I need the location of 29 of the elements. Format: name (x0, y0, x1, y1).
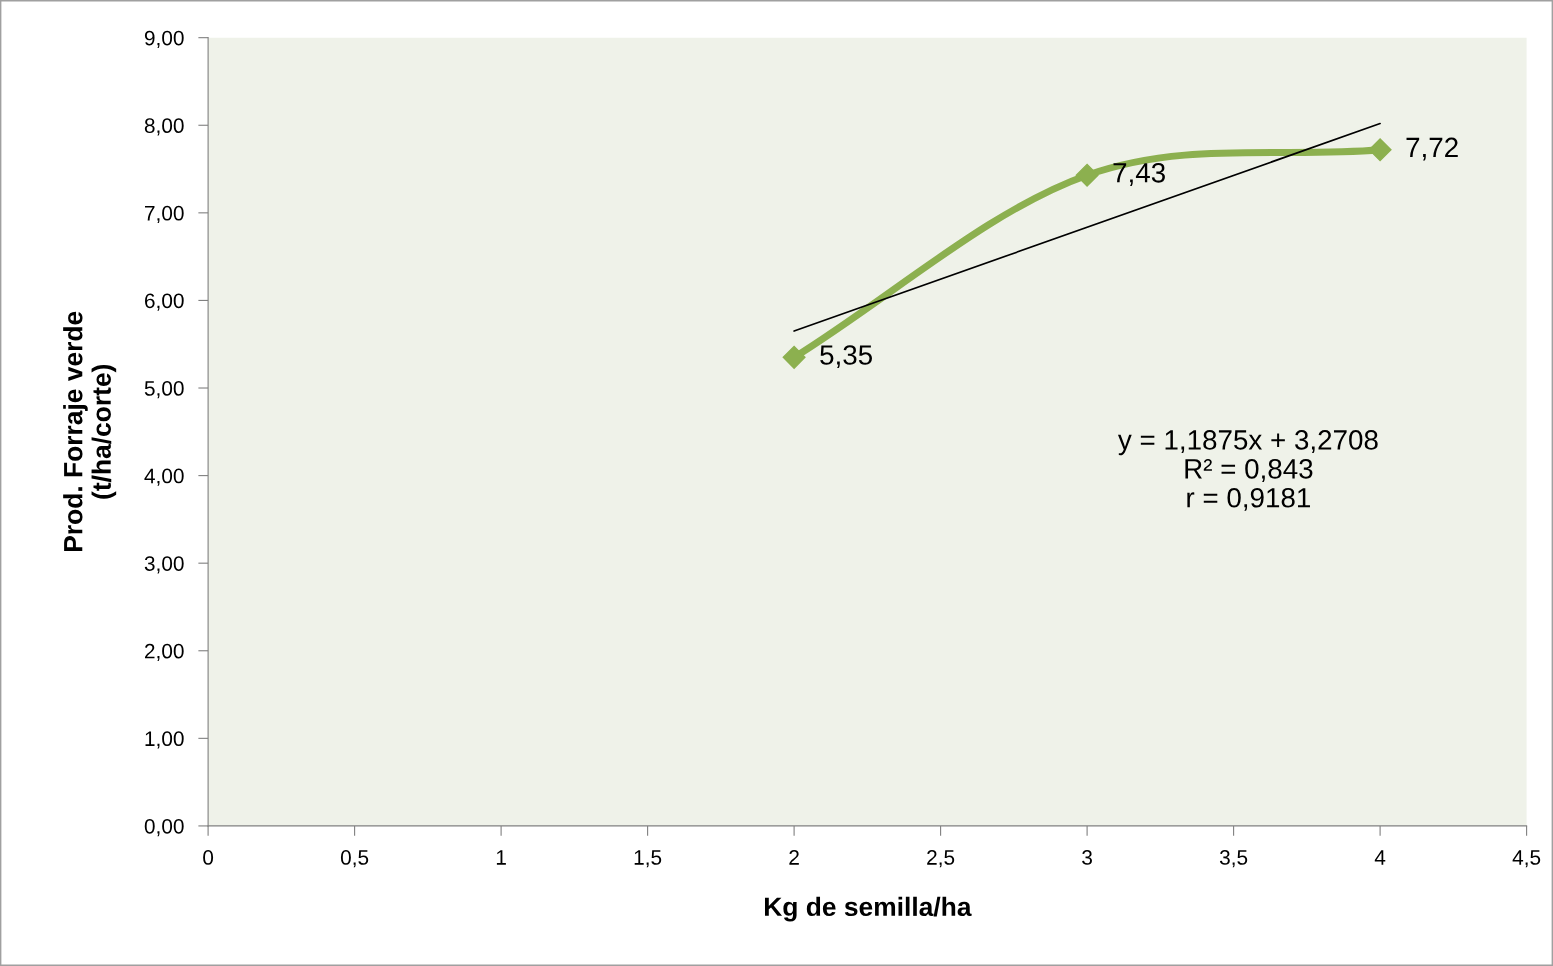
x-tick-label: 4,5 (1512, 850, 1541, 868)
x-tick-label: 2 (789, 850, 799, 865)
data-label: 7,72 (1406, 137, 1458, 161)
x-tick-label: 1,5 (634, 850, 662, 868)
y-tick-label: 8,00 (144, 118, 184, 136)
x-tick-label: 4 (1374, 850, 1386, 865)
x-tick-label: 3 (1082, 850, 1092, 865)
x-tick-label: 0,5 (340, 850, 369, 868)
point (1368, 138, 1392, 162)
y-axis-title: Prod. Forraje verde (t/ha/corte) (63, 311, 117, 552)
point (1075, 163, 1099, 187)
y-tick-label: 0,00 (144, 818, 184, 837)
annotation: y = 1,1875x + 3,2708 R² = 0,843 r = 0,9181 (1117, 430, 1378, 511)
y-tick-label: 5,00 (144, 381, 184, 399)
y-tick-label: 1,00 (145, 731, 184, 749)
y-tick-label: 6,00 (145, 293, 184, 311)
y-tick-label: 3,00 (144, 556, 184, 574)
x-tick-label: 1 (496, 850, 506, 865)
y-tick-label: 7,00 (145, 205, 184, 224)
data-label: 7,43 (1113, 162, 1165, 186)
data-label: 5,35 (820, 345, 872, 369)
point (782, 345, 806, 369)
y-tick-label: 9,00 (144, 30, 184, 48)
y-tick-label: 2,00 (145, 643, 184, 661)
x-tick-label: 3,5 (1219, 850, 1248, 868)
x-tick-label: 2,5 (927, 850, 955, 868)
y-tick-label: 4,00 (144, 468, 184, 486)
x-axis-title: Kg de semilla/ha (765, 896, 972, 922)
x-tick-label: 0 (203, 850, 214, 865)
